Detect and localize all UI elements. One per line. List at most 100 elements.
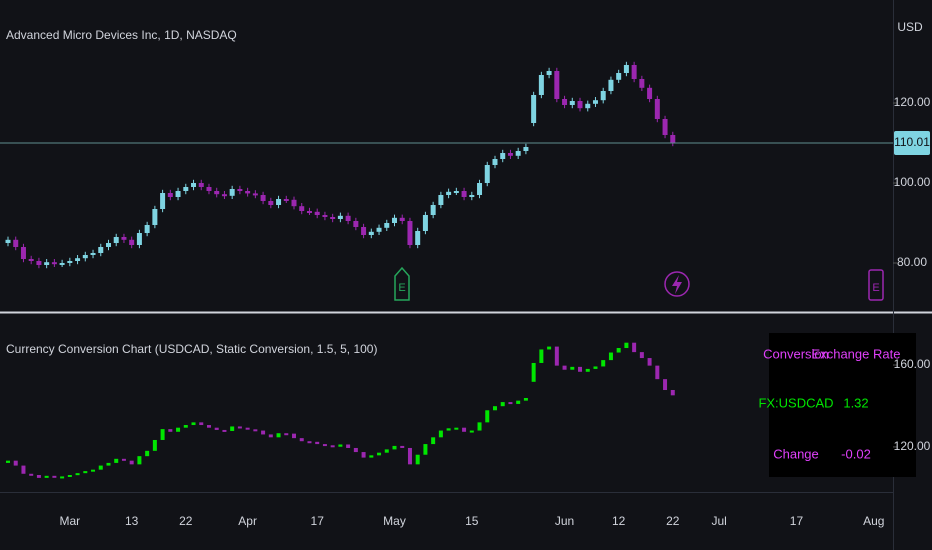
candle-body xyxy=(113,237,119,243)
candle-body xyxy=(152,439,157,451)
candle-body xyxy=(98,465,103,470)
x-tick-label: 13 xyxy=(125,514,139,528)
indicator-title: Currency Conversion Chart (USDCAD, Stati… xyxy=(6,342,377,356)
candle-body xyxy=(284,433,289,436)
candle-body xyxy=(547,346,552,350)
candle-body xyxy=(261,430,266,435)
candle-body xyxy=(315,441,320,445)
event-marker xyxy=(394,266,410,301)
candle-body xyxy=(608,79,614,91)
x-tick-label: May xyxy=(383,514,406,528)
candle-body xyxy=(631,65,637,79)
candle-body xyxy=(13,239,19,247)
candle-body xyxy=(183,187,189,191)
candle-body xyxy=(508,402,513,405)
candle-body xyxy=(322,215,328,217)
candle-body xyxy=(407,447,412,465)
currency-label: USD xyxy=(897,20,923,34)
candle-body xyxy=(376,227,382,232)
candle-body xyxy=(299,438,304,442)
candle-body xyxy=(399,217,405,221)
y-tick-label: 100.00 xyxy=(894,175,931,189)
candle-body xyxy=(129,460,134,465)
candle-body xyxy=(253,429,258,432)
candle-body xyxy=(485,410,490,423)
candle-body xyxy=(13,460,18,466)
candle-body xyxy=(623,65,629,73)
x-tick-label: 22 xyxy=(666,514,680,528)
candle-body xyxy=(500,153,506,159)
candle-body xyxy=(36,261,42,265)
candle-body xyxy=(546,71,552,75)
lightning-marker xyxy=(664,271,690,297)
table-cell: FX:USDCAD xyxy=(758,395,833,410)
info-table xyxy=(769,333,916,477)
candle-body xyxy=(400,445,405,448)
candle-body xyxy=(260,195,266,201)
candle-body xyxy=(592,100,598,104)
candle-body xyxy=(129,239,135,245)
candle-body xyxy=(461,191,467,197)
candle-body xyxy=(492,159,498,165)
candle-body xyxy=(292,433,297,439)
candle-body xyxy=(105,243,111,247)
event-marker xyxy=(868,269,884,301)
candle-body xyxy=(44,475,49,478)
candle-body xyxy=(670,135,676,143)
candle-body xyxy=(191,183,197,187)
candle-body xyxy=(662,119,668,135)
table-cell: Exchange Rate xyxy=(812,346,901,361)
candle-body xyxy=(454,427,459,430)
candle-body xyxy=(98,247,104,253)
candle-body xyxy=(570,366,575,370)
candle-body xyxy=(67,475,72,478)
candle-body xyxy=(577,101,583,109)
candle-body xyxy=(160,193,166,209)
x-tick-label: Aug xyxy=(863,514,884,528)
price-label-box xyxy=(894,130,930,155)
x-tick-label: Jun xyxy=(555,514,574,528)
candle-body xyxy=(276,199,282,205)
candle-body xyxy=(632,342,637,353)
candle-body xyxy=(531,95,537,123)
candle-body xyxy=(330,445,335,448)
candle-body xyxy=(268,201,274,205)
candle-body xyxy=(28,259,34,261)
candle-body xyxy=(5,239,11,243)
x-tick-label: Apr xyxy=(238,514,257,528)
candle-body xyxy=(59,263,65,265)
y-tick-label: 120.00 xyxy=(894,439,931,453)
candle-body xyxy=(345,215,351,221)
candle-body xyxy=(431,437,436,445)
candle-body xyxy=(438,430,443,438)
candle-body xyxy=(346,444,351,448)
candle-body xyxy=(523,147,529,151)
x-tick-label: 17 xyxy=(790,514,804,528)
x-tick-label: Mar xyxy=(60,514,81,528)
candle-body xyxy=(214,427,219,430)
candle-body xyxy=(477,422,482,431)
table-cell: 1.32 xyxy=(843,395,868,410)
candle-body xyxy=(407,221,413,245)
candle-body xyxy=(121,458,126,461)
main-title: Advanced Micro Devices Inc, 1D, NASDAQ xyxy=(6,28,237,42)
candle-body xyxy=(21,465,26,474)
candle-body xyxy=(562,365,567,370)
candle-body xyxy=(654,99,660,119)
candle-body xyxy=(145,450,150,457)
candle-body xyxy=(484,165,490,183)
candle-body xyxy=(469,430,474,433)
candle-body xyxy=(121,237,127,240)
candle-body xyxy=(515,151,521,156)
candle-body xyxy=(663,379,668,391)
candle-body xyxy=(245,191,251,194)
x-tick-label: 15 xyxy=(465,514,479,528)
event-label: E xyxy=(398,282,405,294)
candle-body xyxy=(585,368,590,372)
candle-body xyxy=(415,454,420,465)
candle-body xyxy=(229,189,235,196)
candle-body xyxy=(469,195,475,197)
candle-body xyxy=(283,199,289,201)
candle-body xyxy=(500,402,505,407)
candle-body xyxy=(183,425,188,428)
